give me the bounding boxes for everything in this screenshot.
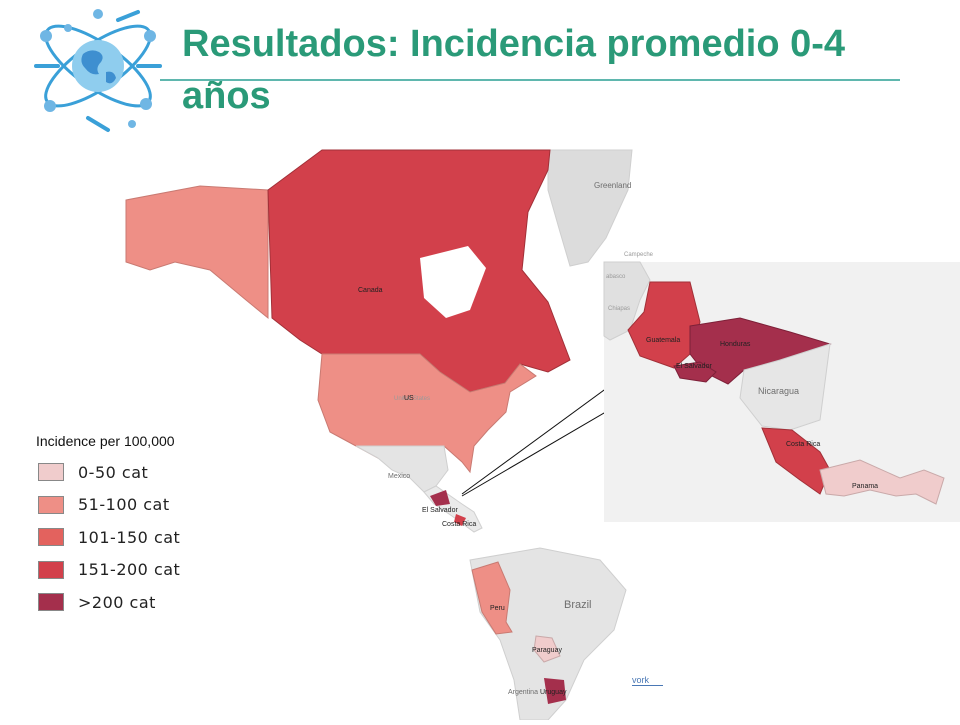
legend-label: 101-150 cat (78, 527, 181, 547)
label-costa-rica-inset: Costa Rica (786, 441, 820, 448)
label-peru: Peru (490, 605, 505, 612)
legend-item: >200 cat (36, 586, 266, 619)
inset-el-salvador (673, 361, 717, 383)
inset-nicaragua (739, 343, 831, 431)
legend-label: >200 cat (78, 592, 156, 612)
map-legend: Incidence per 100,000 0-50 cat 51-100 ca… (36, 433, 266, 619)
legend-item: 0-50 cat (36, 456, 266, 489)
inset-panama (819, 459, 945, 505)
label-el-salvador-main: El Salvador (422, 507, 458, 514)
label-honduras: Honduras (720, 341, 751, 348)
legend-swatch (38, 528, 64, 547)
label-paraguay: Paraguay (532, 647, 562, 654)
legend-item: 151-200 cat (36, 554, 266, 587)
label-canada: Canada (358, 287, 383, 294)
region-paraguay (533, 635, 561, 663)
legend-label: 51-100 cat (78, 495, 170, 515)
region-costa-rica-small (454, 514, 466, 526)
label-el-salvador-inset: El Salvador (676, 363, 712, 370)
label-guatemala: Guatemala (646, 337, 680, 344)
choropleth-map: Greenland Canada United States US Mexico… (0, 140, 960, 721)
region-peru (471, 561, 513, 635)
legend-item: 51-100 cat (36, 489, 266, 522)
legend-swatch (38, 463, 64, 482)
label-uruguay: Uruguay (540, 689, 567, 696)
label-greenland: Greenland (594, 181, 631, 190)
label-brazil: Brazil (564, 599, 592, 611)
label-panama: Panama (852, 483, 878, 490)
region-canada (267, 149, 571, 393)
legend-label: 151-200 cat (78, 560, 181, 580)
legend-title: Incidence per 100,000 (36, 433, 175, 449)
region-guatemala-small (430, 490, 450, 506)
network-link[interactable]: vork (632, 675, 664, 686)
label-united-states-bg: United States (394, 396, 430, 402)
label-chiapas: Chiapas (608, 306, 630, 312)
label-mexico: Mexico (388, 473, 410, 480)
label-costa-rica-main: Costa Rica (442, 521, 476, 528)
label-nicaragua: Nicaragua (758, 386, 799, 396)
legend-swatch (38, 495, 64, 514)
region-alaska (125, 185, 269, 320)
legend-label: 0-50 cat (78, 462, 149, 482)
label-us: US (404, 395, 414, 402)
region-greenland (547, 149, 633, 267)
slide-title: Resultados: Incidencia promedio 0-4 años (182, 23, 846, 117)
legend-swatch (38, 560, 64, 579)
legend-swatch (38, 593, 64, 612)
inset-mexico (603, 261, 651, 341)
inset-guatemala (627, 281, 701, 369)
label-tabasco: abasco (606, 274, 626, 280)
legend-item: 101-150 cat (36, 521, 266, 554)
organization-logo (28, 6, 168, 136)
region-uruguay (544, 678, 566, 704)
label-campeche: Campeche (624, 252, 654, 258)
label-argentina: Argentina (508, 689, 538, 696)
title-underline (160, 79, 900, 81)
